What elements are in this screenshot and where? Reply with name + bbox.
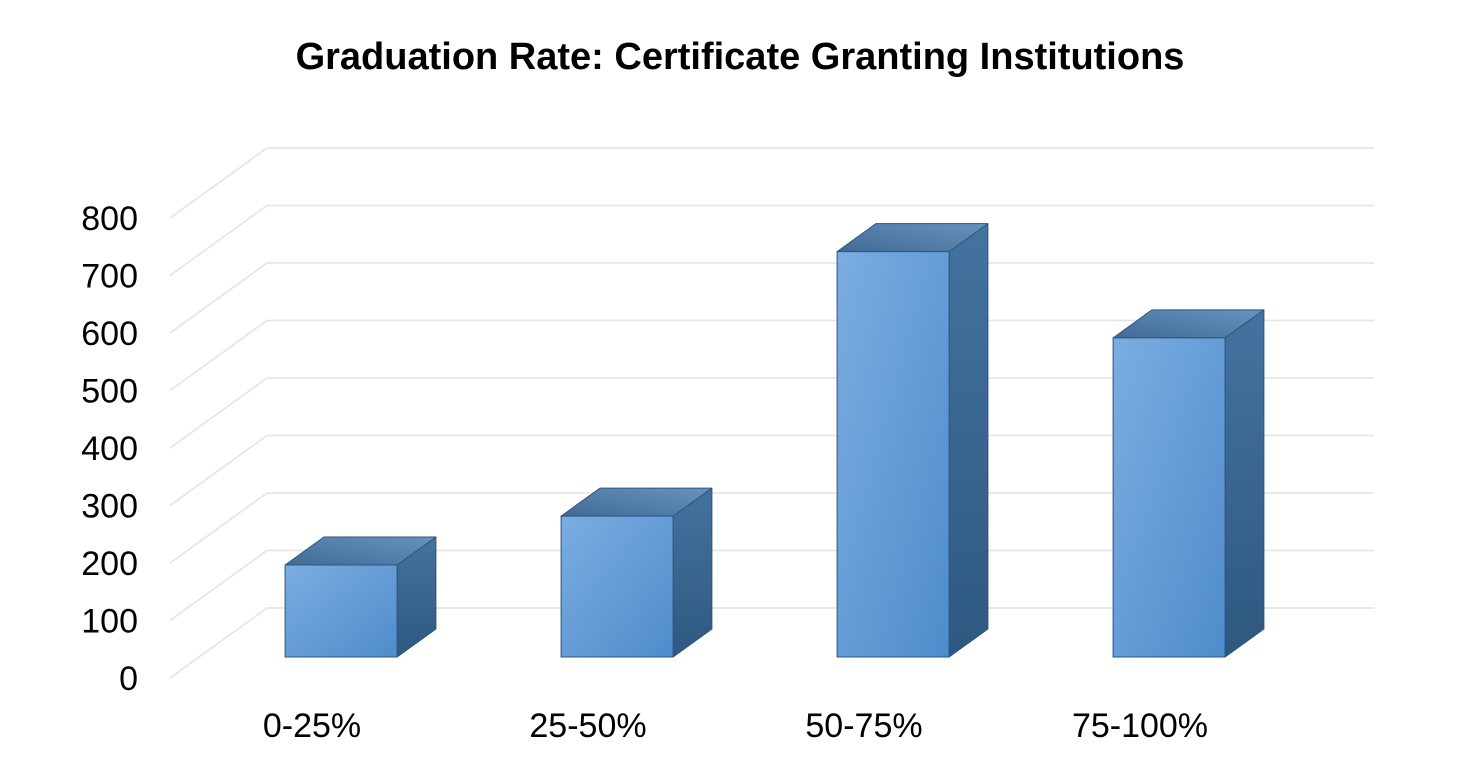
y-tick-label-100: 100	[81, 603, 138, 641]
y-tick-label-700: 700	[81, 258, 138, 296]
gridline-500	[169, 319, 1374, 392]
y-tick-label-500: 500	[81, 373, 138, 411]
bar-25-50%	[560, 487, 713, 658]
y-tick-label-400: 400	[81, 430, 138, 468]
gridline-300	[169, 434, 1374, 507]
bar-50-75%	[836, 223, 989, 658]
gridline-400	[169, 377, 1374, 449]
gridline-600	[169, 262, 1374, 334]
gridline-0	[169, 607, 1374, 679]
bar-front-face	[284, 564, 398, 658]
y-tick-label-0: 0	[119, 660, 138, 698]
y-tick-label-800: 800	[81, 200, 138, 238]
y-tick-label-200: 200	[81, 545, 138, 583]
bar-75-100%	[1112, 309, 1265, 658]
bar-side-face	[948, 223, 989, 658]
y-tick-label-600: 600	[81, 315, 138, 353]
bar-front-face	[560, 515, 674, 658]
x-axis-label-0-25%: 0-25%	[263, 707, 361, 745]
bar-side-face	[672, 487, 713, 658]
bar-front-face	[836, 251, 950, 658]
y-tick-label-300: 300	[81, 488, 138, 526]
x-axis-label-50-75%: 50-75%	[805, 707, 922, 745]
gridlines	[169, 147, 1374, 679]
bar-front-face	[1112, 337, 1226, 658]
x-axis-label-25-50%: 25-50%	[529, 707, 646, 745]
x-axis-labels: 0-25% 25-50% 50-75% 75-100%	[263, 707, 1208, 745]
bars	[284, 223, 1265, 658]
bar-0-25%	[284, 536, 437, 658]
gridline-100	[169, 549, 1374, 622]
gridline-700	[169, 204, 1374, 277]
gridline-800	[169, 147, 1374, 219]
chart-title: Graduation Rate: Certificate Granting In…	[295, 36, 1185, 78]
x-axis-label-75-100%: 75-100%	[1072, 707, 1208, 745]
bar-side-face	[1224, 309, 1265, 658]
gridline-200	[169, 492, 1374, 564]
y-axis-labels: 0 100 200 300 400 500 600 700 800	[81, 200, 138, 698]
